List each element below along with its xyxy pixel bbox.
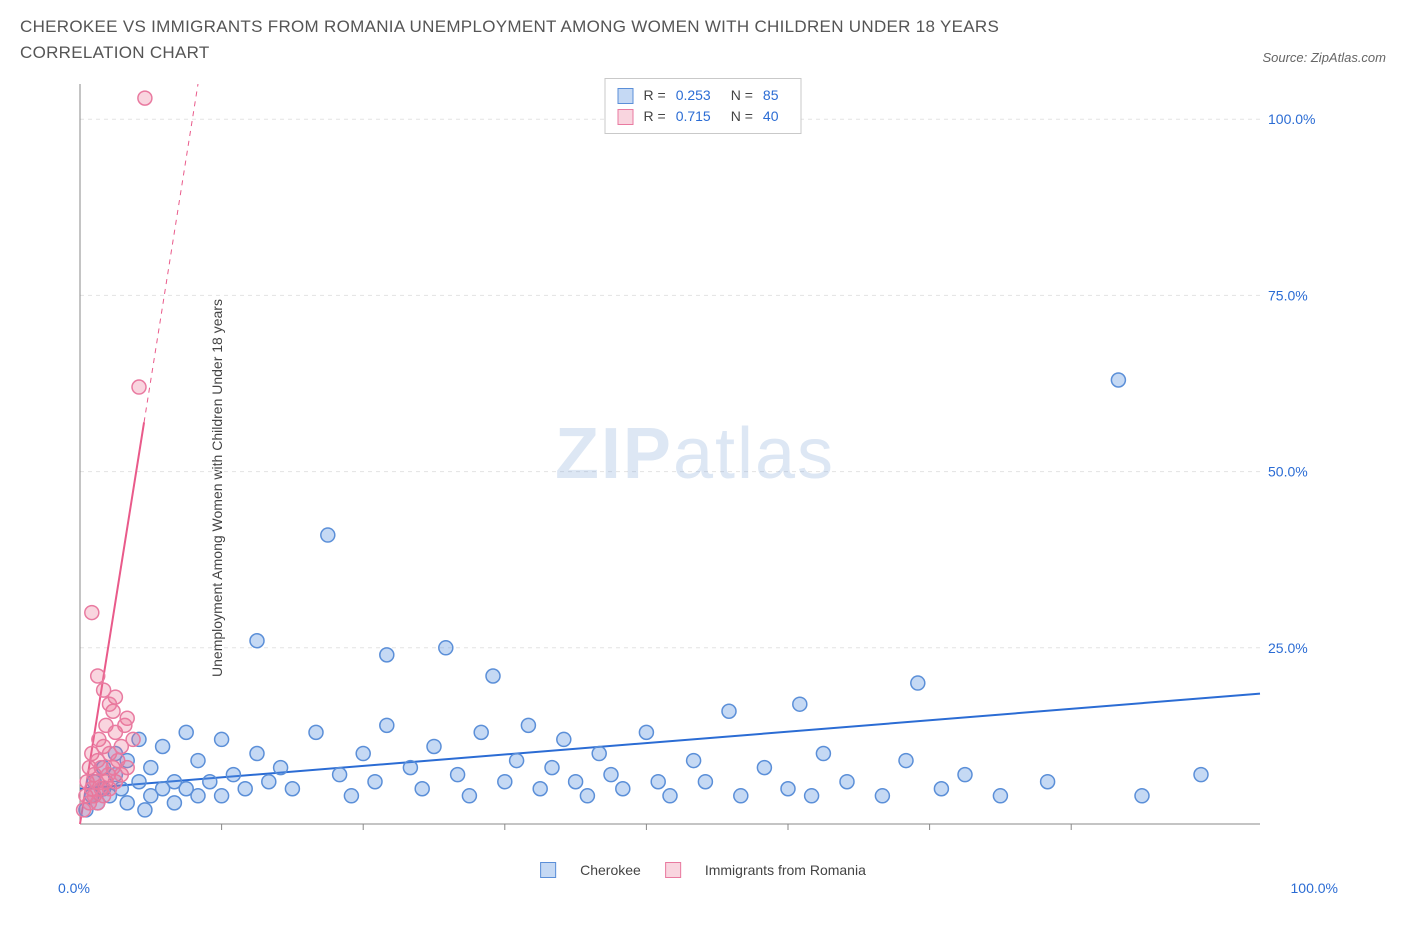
legend-swatch-2 xyxy=(665,862,681,878)
stats-legend-box: R = 0.253 N = 85 R = 0.715 N = 40 xyxy=(605,78,802,134)
chart-source: Source: ZipAtlas.com xyxy=(1262,50,1386,65)
swatch-series-1 xyxy=(618,88,634,104)
x-axis-max-label: 100.0% xyxy=(1291,880,1338,896)
svg-text:100.0%: 100.0% xyxy=(1268,111,1315,127)
legend-label-1: Cherokee xyxy=(580,862,641,878)
legend-swatch-1 xyxy=(540,862,556,878)
scatter-svg: 25.0% 50.0% 75.0% 100.0% xyxy=(70,84,1320,854)
swatch-series-2 xyxy=(618,109,634,125)
series-legend: Cherokee Immigrants from Romania xyxy=(540,862,866,878)
chart-header: CHEROKEE VS IMMIGRANTS FROM ROMANIA UNEM… xyxy=(0,0,1406,69)
chart-area: Unemployment Among Women with Children U… xyxy=(20,78,1386,898)
stats-row-2: R = 0.715 N = 40 xyxy=(618,106,789,127)
legend-label-2: Immigrants from Romania xyxy=(705,862,866,878)
stats-row-1: R = 0.253 N = 85 xyxy=(618,85,789,106)
plot-region: 25.0%50.0%75.0%100.0% ZIPatlas xyxy=(70,84,1320,854)
x-axis-min-label: 0.0% xyxy=(58,880,90,896)
chart-title: CHEROKEE VS IMMIGRANTS FROM ROMANIA UNEM… xyxy=(20,14,1120,65)
svg-text:50.0%: 50.0% xyxy=(1268,464,1308,480)
svg-text:75.0%: 75.0% xyxy=(1268,287,1308,303)
svg-text:25.0%: 25.0% xyxy=(1268,640,1308,656)
